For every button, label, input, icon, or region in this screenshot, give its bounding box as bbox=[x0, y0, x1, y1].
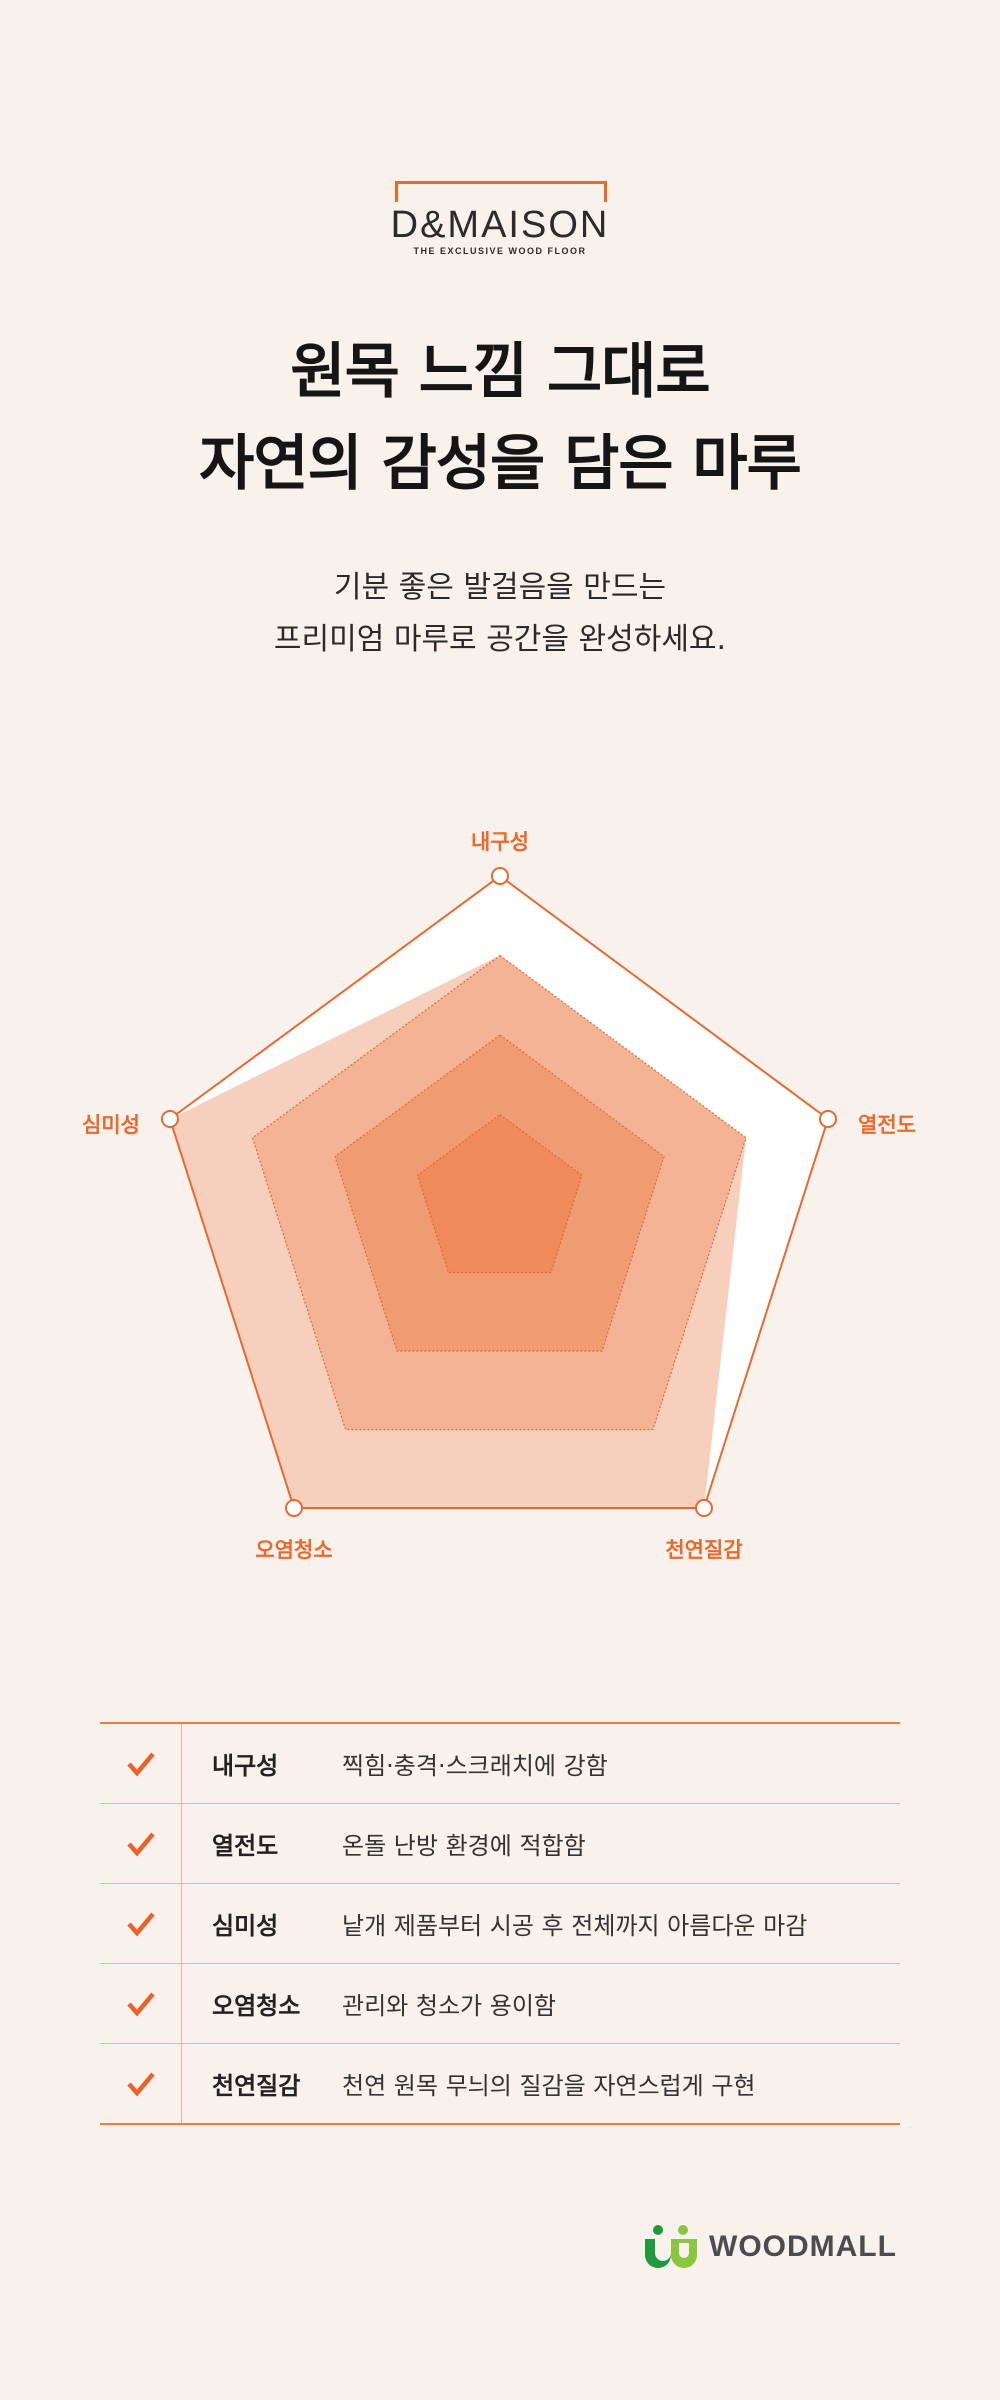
radar-outline bbox=[168, 874, 830, 1509]
radar-vertex-marker bbox=[819, 1110, 837, 1128]
feature-desc: 천연 원목 무늬의 질감을 자연스럽게 구현 bbox=[342, 2072, 756, 2100]
logo-bracket bbox=[395, 181, 607, 202]
headline-line-1: 원목 느낌 그대로 bbox=[290, 337, 710, 407]
feature-desc: 온돌 난방 환경에 적합함 bbox=[342, 1832, 586, 1860]
feature-name: 오염청소 bbox=[212, 1992, 301, 2020]
check-icon bbox=[126, 2072, 155, 2096]
radar-axis-label: 심미성 bbox=[82, 1113, 140, 1137]
brand-tagline: THE EXCLUSIVE WOOD FLOOR bbox=[413, 246, 587, 256]
check-cell bbox=[100, 1884, 182, 1963]
subtitle-line-1: 기분 좋은 발걸음을 만드는 bbox=[333, 570, 667, 605]
feature-row: 열전도 온돌 난방 환경에 적합함 bbox=[100, 1804, 900, 1884]
feature-desc: 관리와 청소가 용이함 bbox=[342, 1992, 556, 2020]
headline-line-2: 자연의 감성을 담은 마루 bbox=[199, 429, 802, 499]
check-cell bbox=[100, 1964, 182, 2043]
radar-vertex-marker bbox=[161, 1110, 179, 1128]
radar-axis-label: 천연질감 bbox=[665, 1538, 742, 1562]
check-icon bbox=[126, 1992, 155, 2016]
radar-vertex-marker bbox=[491, 867, 509, 885]
dmaison-logo: D&MAISON THE EXCLUSIVE WOOD FLOOR bbox=[391, 181, 607, 261]
radar-vertex-marker bbox=[285, 1499, 303, 1517]
feature-row: 오염청소 관리와 청소가 용이함 bbox=[100, 1964, 900, 2044]
feature-name: 열전도 bbox=[212, 1832, 279, 1860]
subtitle-line-2: 프리미엄 마루로 공간을 완성하세요. bbox=[273, 622, 727, 657]
radar-vertex-marker bbox=[695, 1499, 713, 1517]
feature-table: 내구성 찍힘·충격·스크래치에 강함 열전도 온돌 난방 환경에 적합함 심미성… bbox=[100, 1722, 900, 2125]
brand-name: D&MAISON bbox=[390, 204, 610, 246]
feature-row: 내구성 찍힘·충격·스크래치에 강함 bbox=[100, 1724, 900, 1804]
check-icon bbox=[126, 1752, 155, 1776]
check-cell bbox=[100, 2044, 182, 2123]
feature-row: 천연질감 천연 원목 무늬의 질감을 자연스럽게 구현 bbox=[100, 2044, 900, 2123]
radar-axis-label: 오염청소 bbox=[255, 1538, 332, 1562]
feature-name: 내구성 bbox=[212, 1752, 279, 1780]
feature-desc: 낱개 제품부터 시공 후 전체까지 아름다운 마감 bbox=[342, 1912, 808, 1940]
headline: 원목 느낌 그대로 자연의 감성을 담은 마루 bbox=[0, 326, 1000, 510]
subtitle: 기분 좋은 발걸음을 만드는 프리미엄 마루로 공간을 완성하세요. bbox=[0, 562, 1000, 666]
feature-name: 천연질감 bbox=[212, 2072, 301, 2100]
woodmall-logo: WOODMALL bbox=[643, 2222, 897, 2272]
feature-row: 심미성 낱개 제품부터 시공 후 전체까지 아름다운 마감 bbox=[100, 1884, 900, 1964]
check-cell bbox=[100, 1804, 182, 1883]
woodmall-logo-text: WOODMALL bbox=[709, 2230, 897, 2263]
woodmall-logo-icon bbox=[645, 2225, 697, 2268]
feature-name: 심미성 bbox=[212, 1912, 279, 1940]
radar-axis-label: 내구성 bbox=[471, 830, 529, 854]
feature-desc: 찍힘·충격·스크래치에 강함 bbox=[342, 1752, 608, 1780]
check-icon bbox=[126, 1832, 155, 1856]
radar-grid-ring-1 bbox=[416, 1113, 583, 1274]
check-icon bbox=[126, 1912, 155, 1936]
radar-axis-label: 열전도 bbox=[858, 1113, 916, 1137]
check-cell bbox=[100, 1724, 182, 1803]
